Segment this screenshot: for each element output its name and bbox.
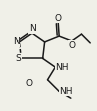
Text: O: O — [55, 14, 62, 23]
Text: O: O — [26, 79, 33, 88]
Text: NH: NH — [55, 63, 69, 72]
Text: N: N — [13, 37, 19, 46]
Text: S: S — [16, 54, 21, 63]
Text: NH: NH — [59, 87, 73, 96]
Text: O: O — [68, 41, 75, 50]
Text: ’: ’ — [15, 40, 19, 50]
Text: N: N — [29, 24, 35, 33]
